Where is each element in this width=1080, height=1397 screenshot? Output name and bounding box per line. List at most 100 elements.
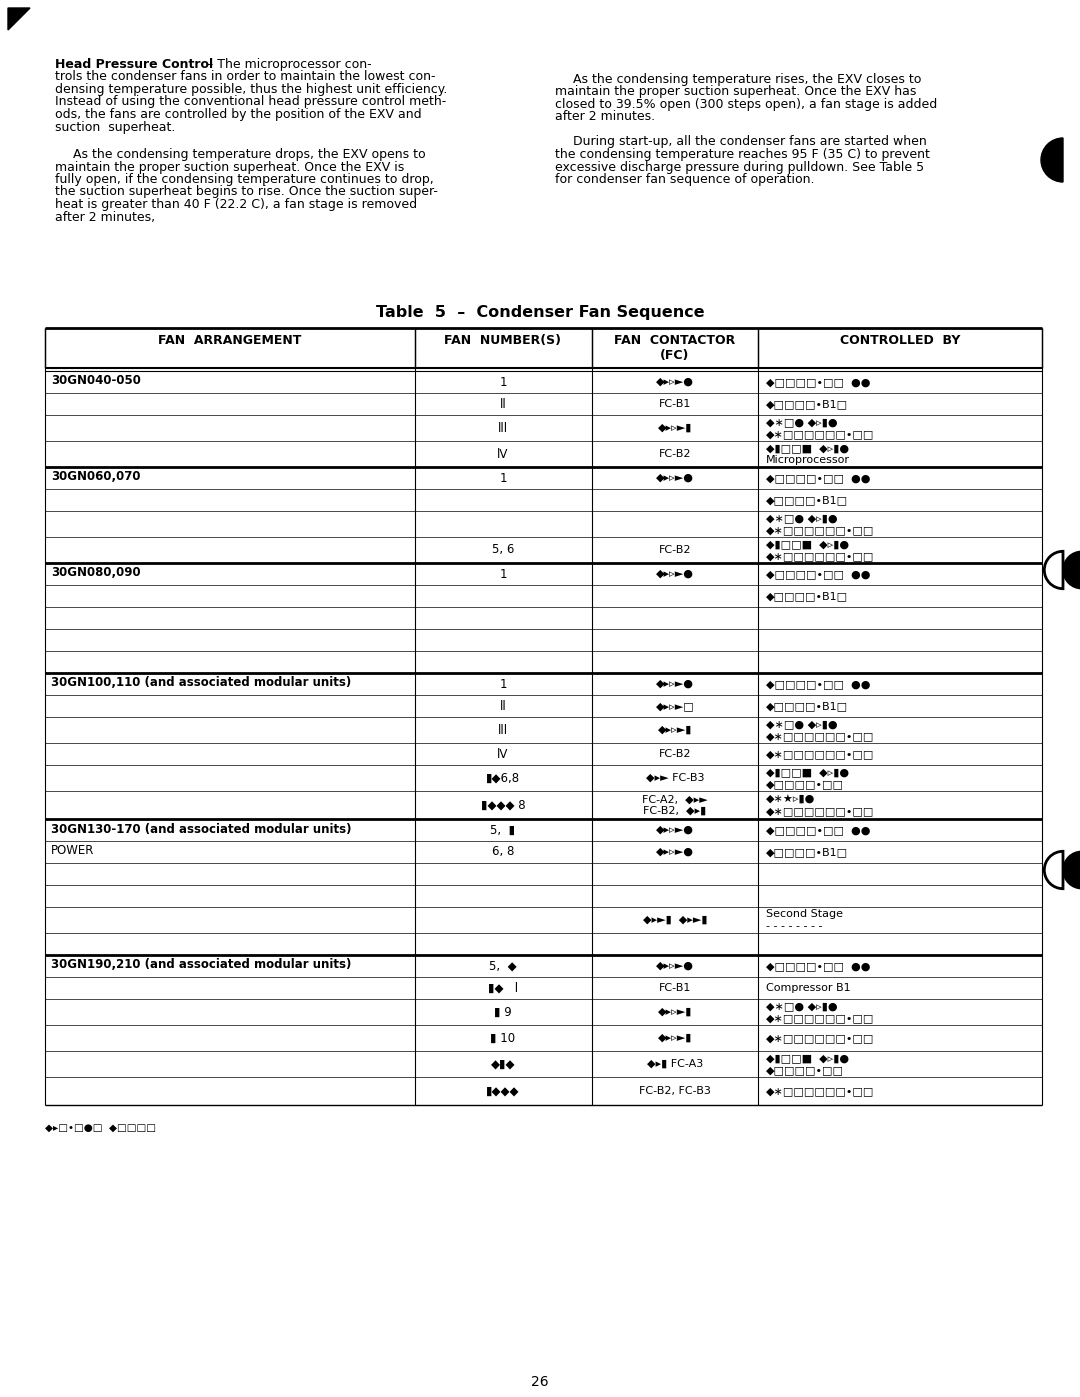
Text: for condenser fan sequence of operation.: for condenser fan sequence of operation. bbox=[555, 173, 814, 186]
Text: FC-B2: FC-B2 bbox=[659, 448, 691, 460]
Text: maintain the proper suction superheat. Once the EXV is: maintain the proper suction superheat. O… bbox=[55, 161, 404, 173]
Text: ◆▮□□■  ◆▹▮●
Microprocessor: ◆▮□□■ ◆▹▮● Microprocessor bbox=[766, 443, 850, 465]
Wedge shape bbox=[1063, 851, 1080, 888]
Text: As the condensing temperature drops, the EXV opens to: As the condensing temperature drops, the… bbox=[73, 148, 426, 161]
Text: trols the condenser fans in order to maintain the lowest con-: trols the condenser fans in order to mai… bbox=[55, 70, 435, 84]
Text: ◆▮□□■  ◆▹▮●
◆□□□□•□□: ◆▮□□■ ◆▹▮● ◆□□□□•□□ bbox=[766, 767, 849, 789]
Text: the condensing temperature reaches 95 F (35 C) to prevent: the condensing temperature reaches 95 F … bbox=[555, 148, 930, 161]
Text: maintain the proper suction superheat. Once the EXV has: maintain the proper suction superheat. O… bbox=[555, 85, 916, 99]
Text: heat is greater than 40 F (22.2 C), a fan stage is removed: heat is greater than 40 F (22.2 C), a fa… bbox=[55, 198, 417, 211]
Text: 1: 1 bbox=[499, 472, 507, 485]
Text: 5, 6: 5, 6 bbox=[491, 543, 514, 556]
Text: ◆▮□□■  ◆▹▮●
◆□□□□•□□: ◆▮□□■ ◆▹▮● ◆□□□□•□□ bbox=[766, 1053, 849, 1074]
Text: ◆▸► FC-B3: ◆▸► FC-B3 bbox=[646, 773, 704, 782]
Text: ◆□□□□•B1□: ◆□□□□•B1□ bbox=[766, 400, 848, 409]
Text: fully open, if the condensing temperature continues to drop,: fully open, if the condensing temperatur… bbox=[55, 173, 434, 186]
Text: ◆∗□● ◆▹▮●
◆∗□□□□□□•□□: ◆∗□● ◆▹▮● ◆∗□□□□□□•□□ bbox=[766, 1002, 875, 1023]
Text: As the condensing temperature rises, the EXV closes to: As the condensing temperature rises, the… bbox=[573, 73, 921, 87]
Text: 5,  ◆: 5, ◆ bbox=[489, 960, 517, 972]
Text: Head Pressure Control: Head Pressure Control bbox=[55, 59, 213, 71]
Text: Second Stage
- - - - - - - -: Second Stage - - - - - - - - bbox=[766, 909, 843, 930]
Text: 30GN100,110 (and associated modular units): 30GN100,110 (and associated modular unit… bbox=[51, 676, 351, 690]
Text: ◆▮◆: ◆▮◆ bbox=[490, 1058, 515, 1070]
Text: During start-up, all the condenser fans are started when: During start-up, all the condenser fans … bbox=[573, 136, 927, 148]
Text: ◆∗□□□□□□•□□: ◆∗□□□□□□•□□ bbox=[766, 1032, 875, 1044]
Text: lV: lV bbox=[497, 747, 509, 760]
Text: ◆□□□□•□□  ●●: ◆□□□□•□□ ●● bbox=[766, 679, 870, 689]
Text: suction  superheat.: suction superheat. bbox=[55, 120, 175, 134]
Text: densing temperature possible, thus the highest unit efficiency.: densing temperature possible, thus the h… bbox=[55, 82, 447, 96]
Text: lll: lll bbox=[498, 724, 508, 736]
Text: ◆∗□● ◆▹▮●
◆∗□□□□□□•□□: ◆∗□● ◆▹▮● ◆∗□□□□□□•□□ bbox=[766, 719, 875, 740]
Text: 30GN130-170 (and associated modular units): 30GN130-170 (and associated modular unit… bbox=[51, 823, 351, 835]
Text: ◆∗□□□□□□•□□: ◆∗□□□□□□•□□ bbox=[766, 749, 875, 759]
Wedge shape bbox=[1041, 138, 1063, 182]
Text: closed to 39.5% open (300 steps open), a fan stage is added: closed to 39.5% open (300 steps open), a… bbox=[555, 98, 937, 110]
Text: ◆□□□□•□□  ●●: ◆□□□□•□□ ●● bbox=[766, 377, 870, 387]
Text: ◆∗★▹▮●
◆∗□□□□□□•□□: ◆∗★▹▮● ◆∗□□□□□□•□□ bbox=[766, 795, 875, 816]
Text: ▮ 10: ▮ 10 bbox=[490, 1031, 515, 1045]
Text: 26: 26 bbox=[531, 1375, 549, 1389]
Text: ll: ll bbox=[500, 700, 507, 712]
Text: ◆□□□□•□□  ●●: ◆□□□□•□□ ●● bbox=[766, 961, 870, 971]
Text: ◆□□□□•□□  ●●: ◆□□□□•□□ ●● bbox=[766, 569, 870, 578]
Text: ◆▸▹►▮: ◆▸▹►▮ bbox=[658, 1032, 692, 1044]
Text: 6, 8: 6, 8 bbox=[491, 845, 514, 859]
Text: ▮ 9: ▮ 9 bbox=[495, 1006, 512, 1018]
Text: ▮◆◆◆ 8: ▮◆◆◆ 8 bbox=[481, 799, 525, 812]
Text: ◆∗□● ◆▹▮●
◆∗□□□□□□•□□: ◆∗□● ◆▹▮● ◆∗□□□□□□•□□ bbox=[766, 418, 875, 439]
Text: POWER: POWER bbox=[51, 845, 94, 858]
Text: ◆∗□● ◆▹▮●
◆∗□□□□□□•□□: ◆∗□● ◆▹▮● ◆∗□□□□□□•□□ bbox=[766, 513, 875, 535]
Text: ◆▸▹►●: ◆▸▹►● bbox=[656, 679, 694, 689]
Text: ◆□□□□•B1□: ◆□□□□•B1□ bbox=[766, 591, 848, 601]
Text: excessive discharge pressure during pulldown. See Table 5: excessive discharge pressure during pull… bbox=[555, 161, 924, 173]
Text: ◆▸▮ FC-A3: ◆▸▮ FC-A3 bbox=[647, 1059, 703, 1069]
Text: 1: 1 bbox=[499, 376, 507, 388]
Text: ◆▸▹►●: ◆▸▹►● bbox=[656, 569, 694, 578]
Text: ◆▸►▮  ◆▸►▮: ◆▸►▮ ◆▸►▮ bbox=[643, 915, 707, 925]
Text: CONTROLLED  BY: CONTROLLED BY bbox=[840, 334, 960, 346]
Text: ◆∗□□□□□□•□□: ◆∗□□□□□□•□□ bbox=[766, 1085, 875, 1097]
Text: ◆□□□□•B1□: ◆□□□□•B1□ bbox=[766, 495, 848, 504]
Text: Table  5  –  Condenser Fan Sequence: Table 5 – Condenser Fan Sequence bbox=[376, 305, 704, 320]
Text: ll: ll bbox=[500, 398, 507, 411]
Text: Instead of using the conventional head pressure control meth-: Instead of using the conventional head p… bbox=[55, 95, 446, 109]
Text: FC-B1: FC-B1 bbox=[659, 983, 691, 993]
Text: ◆□□□□•B1□: ◆□□□□•B1□ bbox=[766, 701, 848, 711]
Text: 1: 1 bbox=[499, 678, 507, 690]
Text: ◆□□□□•□□  ●●: ◆□□□□•□□ ●● bbox=[766, 826, 870, 835]
Text: lll: lll bbox=[498, 422, 508, 434]
Text: 30GN080,090: 30GN080,090 bbox=[51, 567, 140, 580]
Text: ◆▸▹►●: ◆▸▹►● bbox=[656, 377, 694, 387]
Text: FAN  CONTACTOR
(FC): FAN CONTACTOR (FC) bbox=[615, 334, 735, 362]
Text: ◆▮□□■  ◆▹▮●
◆∗□□□□□□•□□: ◆▮□□■ ◆▹▮● ◆∗□□□□□□•□□ bbox=[766, 539, 875, 560]
Text: 5,  ▮: 5, ▮ bbox=[490, 823, 515, 837]
Text: FC-B2: FC-B2 bbox=[659, 749, 691, 759]
Text: after 2 minutes.: after 2 minutes. bbox=[555, 110, 656, 123]
Text: ▮◆   l: ▮◆ l bbox=[488, 982, 518, 995]
Wedge shape bbox=[1063, 552, 1080, 588]
Text: FC-B1: FC-B1 bbox=[659, 400, 691, 409]
Text: ◆▸▹►●: ◆▸▹►● bbox=[656, 961, 694, 971]
Text: Compressor B1: Compressor B1 bbox=[766, 983, 851, 993]
Polygon shape bbox=[8, 8, 30, 29]
Text: after 2 minutes,: after 2 minutes, bbox=[55, 211, 156, 224]
Text: FAN  NUMBER(S): FAN NUMBER(S) bbox=[445, 334, 562, 346]
Text: ◆▸▹►▮: ◆▸▹►▮ bbox=[658, 1007, 692, 1017]
Text: 30GN190,210 (and associated modular units): 30GN190,210 (and associated modular unit… bbox=[51, 958, 351, 971]
Text: ◆▸▹►●: ◆▸▹►● bbox=[656, 826, 694, 835]
Text: ods, the fans are controlled by the position of the EXV and: ods, the fans are controlled by the posi… bbox=[55, 108, 421, 122]
Text: ◆▸▹►□: ◆▸▹►□ bbox=[656, 701, 694, 711]
Text: the suction superheat begins to rise. Once the suction super-: the suction superheat begins to rise. On… bbox=[55, 186, 437, 198]
Text: 1: 1 bbox=[499, 567, 507, 581]
Text: ◆□□□□•B1□: ◆□□□□•B1□ bbox=[766, 847, 848, 856]
Text: ◆▸□•□●□  ◆□□□□: ◆▸□•□●□ ◆□□□□ bbox=[45, 1123, 156, 1133]
Text: – The microprocessor con-: – The microprocessor con- bbox=[203, 59, 372, 71]
Text: 30GN040-050: 30GN040-050 bbox=[51, 374, 140, 387]
Text: ◆□□□□•□□  ●●: ◆□□□□•□□ ●● bbox=[766, 474, 870, 483]
Text: ◆▸▹►●: ◆▸▹►● bbox=[656, 474, 694, 483]
Text: FAN  ARRANGEMENT: FAN ARRANGEMENT bbox=[159, 334, 301, 346]
Text: ▮◆◆◆: ▮◆◆◆ bbox=[486, 1084, 519, 1098]
Text: ◆▸▹►●: ◆▸▹►● bbox=[656, 847, 694, 856]
Text: lV: lV bbox=[497, 447, 509, 461]
